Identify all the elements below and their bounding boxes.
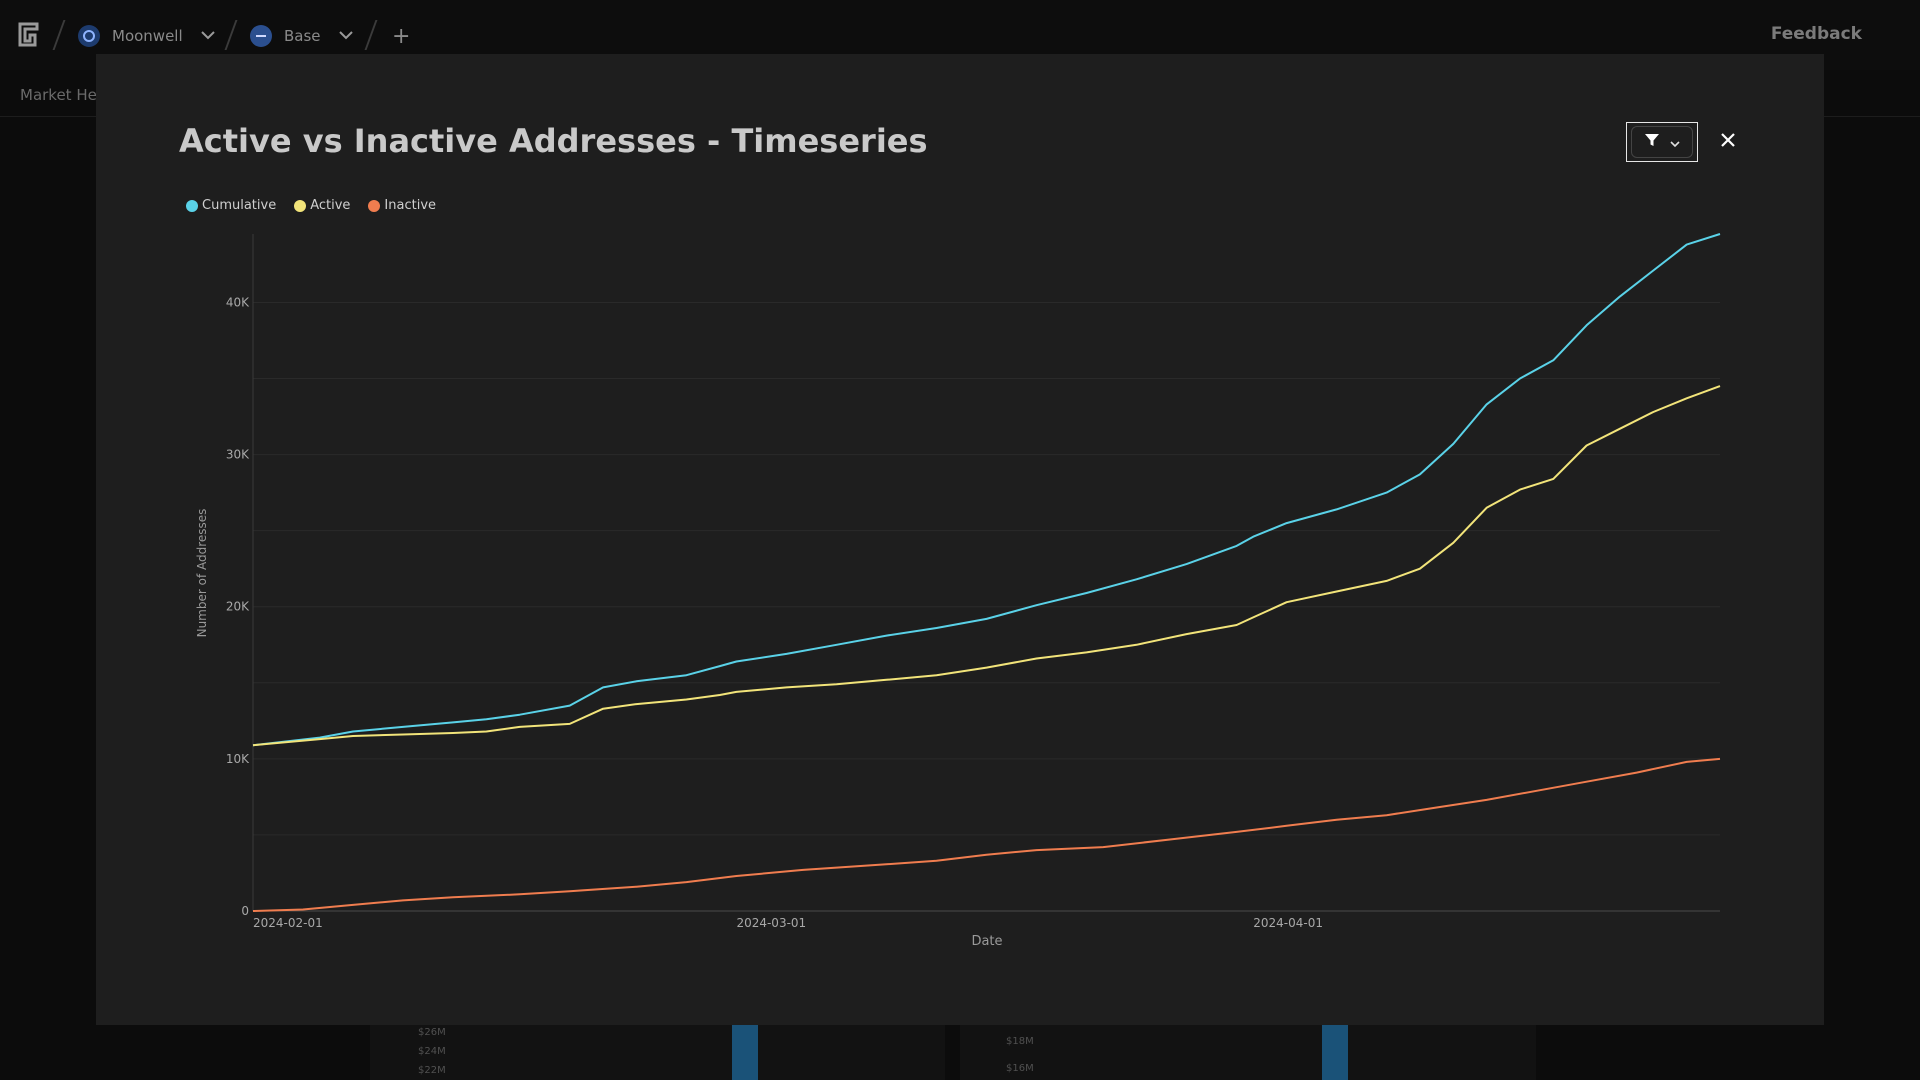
protocol-selector[interactable]: Moonwell: [78, 22, 215, 50]
y-tick-label: 40K: [226, 295, 250, 309]
legend-label: Inactive: [384, 198, 437, 213]
y-tick-label: 30K: [226, 448, 250, 462]
add-button[interactable]: +: [392, 22, 410, 50]
background-chart-card: $26M $24M $22M: [370, 1025, 945, 1080]
chevron-down-icon: [200, 29, 215, 44]
legend-item-active[interactable]: Active: [294, 198, 350, 213]
x-tick-label: 2024-04-01: [1253, 916, 1323, 930]
y-tick-label: 20K: [226, 600, 250, 614]
subnav-tab-market-health[interactable]: Market Hea: [20, 86, 107, 104]
modal-title: Active vs Inactive Addresses - Timeserie…: [179, 122, 928, 160]
moonwell-logo-icon: [78, 25, 100, 47]
y-tick-label: 10K: [226, 752, 250, 766]
series-line-inactive: [252, 757, 1721, 912]
y-axis-ticks: 0 10K 20K 30K 40K: [226, 295, 250, 918]
legend-item-cumulative[interactable]: Cumulative: [186, 198, 276, 213]
background-tick: $26M: [418, 1027, 446, 1038]
series-line-active: [252, 385, 1721, 747]
close-icon: [1720, 132, 1736, 152]
filter-dropdown-button[interactable]: [1626, 122, 1698, 162]
series-line-cumulative: [252, 233, 1721, 747]
chevron-down-icon: [1670, 133, 1680, 152]
chart-modal: Active vs Inactive Addresses - Timeserie…: [96, 54, 1824, 1025]
background-chart-card: $18M $16M: [960, 1025, 1536, 1080]
base-logo-icon: [250, 25, 272, 47]
background-tick: $24M: [418, 1046, 446, 1057]
x-axis-label: Date: [971, 934, 1002, 949]
chart-series-lines: [252, 233, 1721, 912]
background-bar: [732, 1025, 758, 1080]
network-selector[interactable]: Base: [250, 22, 353, 50]
breadcrumb-separator: [364, 20, 378, 50]
x-axis-ticks: 2024-02-01 2024-03-01 2024-04-01: [253, 916, 1323, 930]
legend-swatch: [368, 199, 381, 212]
x-tick-label: 2024-03-01: [736, 916, 806, 930]
background-bar: [1322, 1025, 1348, 1080]
feedback-button[interactable]: Feedback: [1770, 24, 1862, 44]
x-tick-label: 2024-02-01: [253, 916, 323, 930]
breadcrumb-separator: [52, 20, 66, 50]
chart-legend: Cumulative Active Inactive: [186, 198, 436, 213]
filter-icon: [1644, 132, 1660, 152]
protocol-label: Moonwell: [112, 27, 183, 45]
legend-label: Active: [310, 198, 351, 213]
plus-icon: +: [392, 23, 411, 49]
background-tick: $22M: [418, 1065, 446, 1076]
network-label: Base: [284, 27, 321, 45]
app-logo-icon[interactable]: [18, 20, 40, 48]
legend-label: Cumulative: [202, 198, 277, 213]
y-tick-label: 0: [241, 904, 249, 918]
chart-axes: [252, 234, 1720, 912]
legend-swatch: [294, 199, 307, 212]
close-button[interactable]: [1714, 128, 1742, 156]
legend-item-inactive[interactable]: Inactive: [368, 198, 436, 213]
chart-gridlines: [253, 301, 1720, 836]
legend-swatch: [186, 199, 198, 212]
chevron-down-icon: [338, 29, 353, 44]
background-tick: $16M: [1006, 1063, 1034, 1074]
breadcrumb-separator: [224, 20, 238, 50]
y-axis-label: Number of Addresses: [195, 509, 209, 638]
background-tick: $18M: [1006, 1036, 1034, 1047]
